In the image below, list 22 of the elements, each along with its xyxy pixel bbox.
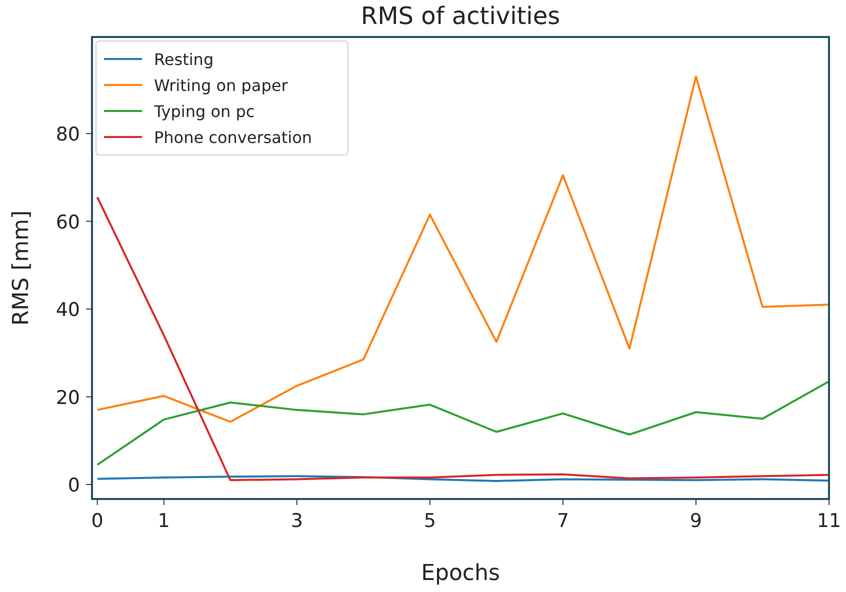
- x-tick-label: 3: [290, 510, 303, 532]
- x-tick-label: 0: [91, 510, 104, 532]
- y-tick-label: 0: [68, 474, 80, 497]
- y-axis-title: RMS [mm]: [9, 210, 34, 326]
- chart-title: RMS of activities: [360, 2, 560, 30]
- legend-label: Phone conversation: [154, 128, 312, 147]
- legend-label: Writing on paper: [154, 76, 288, 95]
- y-tick-label: 40: [56, 299, 80, 322]
- x-tick-label: 11: [816, 510, 842, 532]
- y-tick-label: 60: [56, 211, 80, 234]
- legend-label: Typing on pc: [153, 102, 255, 121]
- y-tick-label: 80: [56, 124, 80, 146]
- x-tick-label: 9: [690, 510, 702, 532]
- line-series: [96, 75, 830, 423]
- line-series: [96, 196, 830, 482]
- x-axis-title: Epochs: [421, 561, 500, 586]
- x-tick-label: 7: [556, 510, 569, 532]
- legend-label: Resting: [154, 50, 214, 69]
- line-series: [96, 380, 830, 466]
- x-tick-label: 5: [424, 510, 436, 532]
- x-tick-label: 1: [158, 510, 170, 532]
- y-tick-label: 20: [56, 386, 80, 409]
